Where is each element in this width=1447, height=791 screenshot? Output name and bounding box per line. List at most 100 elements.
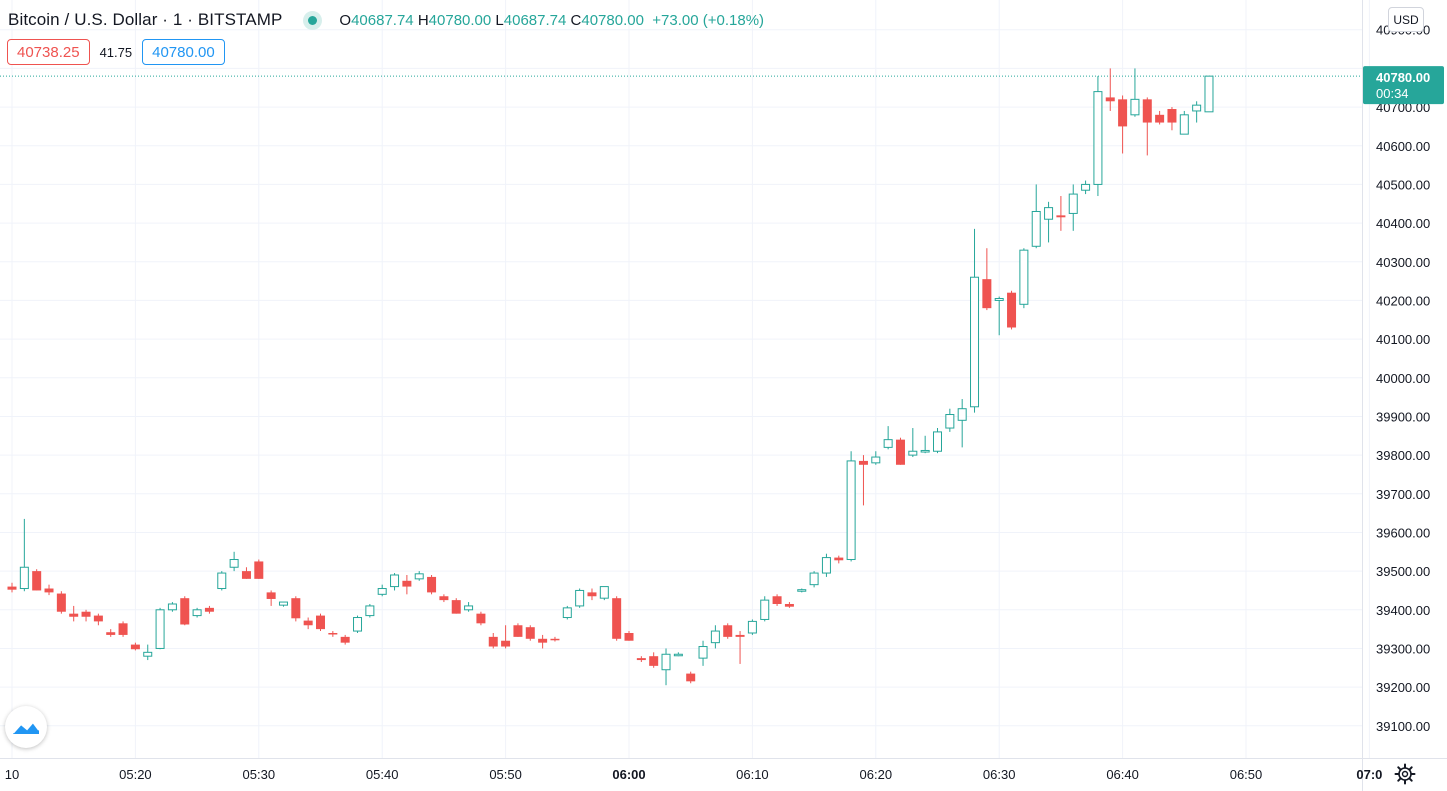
candle-body-down[interactable] — [32, 571, 42, 591]
candle-body-up[interactable] — [192, 609, 202, 617]
candle-body-up[interactable] — [747, 620, 757, 634]
candle-body-up[interactable] — [575, 589, 585, 607]
candle-body-down[interactable] — [81, 611, 91, 617]
candle-body-down[interactable] — [56, 593, 66, 612]
candle-body-down[interactable] — [513, 625, 523, 637]
candle-body-down[interactable] — [1007, 292, 1017, 328]
candle-body-down[interactable] — [1155, 114, 1165, 123]
candle-body-down[interactable] — [612, 598, 622, 639]
candle-body-up[interactable] — [970, 276, 980, 408]
candle-body-up[interactable] — [1019, 249, 1029, 305]
candle-body-up[interactable] — [994, 297, 1004, 301]
sell-price-button[interactable]: 40738.25 — [7, 39, 90, 65]
candle-body-up[interactable] — [698, 646, 708, 659]
candle-body-up[interactable] — [599, 586, 609, 599]
candle-body-up[interactable] — [19, 566, 29, 590]
candle-body-down[interactable] — [1118, 99, 1128, 127]
candle-body-up[interactable] — [871, 456, 881, 464]
candle-body-down[interactable] — [784, 603, 794, 607]
candle-body-up[interactable] — [821, 557, 831, 574]
candle-body-down[interactable] — [1167, 109, 1177, 123]
candle-body-up[interactable] — [143, 651, 153, 657]
currency-button[interactable]: USD — [1388, 7, 1424, 32]
candle-body-up[interactable] — [933, 431, 942, 452]
candle-body-down[interactable] — [451, 600, 461, 614]
candle-body-up[interactable] — [809, 572, 819, 586]
candle-body-up[interactable] — [908, 450, 918, 456]
candle-body-up[interactable] — [673, 653, 683, 657]
candle-body-down[interactable] — [340, 636, 350, 643]
candle-body-up[interactable] — [365, 605, 375, 617]
candle-body-down[interactable] — [982, 279, 992, 309]
candle-body-down[interactable] — [772, 596, 782, 604]
candle-body-up[interactable] — [229, 559, 239, 568]
candle-body-up[interactable] — [846, 460, 856, 561]
candle-body-down[interactable] — [858, 460, 868, 465]
candle-body-up[interactable] — [353, 617, 363, 632]
candle-body-down[interactable] — [649, 656, 659, 666]
candle-body-down[interactable] — [7, 586, 17, 590]
candle-body-down[interactable] — [686, 673, 696, 682]
candle-body-up[interactable] — [1130, 98, 1140, 116]
candle-body-down[interactable] — [427, 576, 437, 593]
symbol-title[interactable]: Bitcoin / U.S. Dollar · 1 · BITSTAMP — [8, 10, 283, 29]
candle-body-down[interactable] — [525, 627, 535, 639]
candle-body-down[interactable] — [180, 598, 190, 625]
candle-body-down[interactable] — [1056, 215, 1066, 218]
candle-body-up[interactable] — [1068, 193, 1078, 214]
candle-body-up[interactable] — [167, 603, 177, 611]
candle-body-down[interactable] — [439, 596, 449, 601]
candle-body-up[interactable] — [414, 573, 424, 580]
candle-body-up[interactable] — [797, 589, 807, 592]
candle-body-up[interactable] — [920, 449, 930, 453]
candle-body-down[interactable] — [636, 658, 646, 661]
candle-body-down[interactable] — [895, 439, 905, 465]
candle-body-down[interactable] — [735, 634, 745, 637]
candle-body-up[interactable] — [760, 599, 770, 620]
candle-body-down[interactable] — [118, 623, 128, 635]
candle-body-up[interactable] — [1179, 114, 1189, 135]
candle-body-down[interactable] — [316, 615, 325, 630]
buy-price-button[interactable]: 40780.00 — [142, 39, 225, 65]
candle-body-down[interactable] — [476, 613, 486, 624]
candle-body-down[interactable] — [130, 644, 140, 650]
candle-body-down[interactable] — [723, 625, 733, 637]
tradingview-logo-icon[interactable] — [5, 706, 47, 748]
candle-body-down[interactable] — [1142, 99, 1152, 123]
candle-body-down[interactable] — [93, 615, 103, 622]
candle-body-down[interactable] — [241, 571, 251, 579]
candle-body-down[interactable] — [291, 598, 301, 619]
candle-body-up[interactable] — [217, 572, 227, 590]
candle-body-down[interactable] — [266, 592, 276, 599]
candle-body-up[interactable] — [1031, 210, 1041, 247]
candle-body-down[interactable] — [69, 613, 79, 617]
candle-body-up[interactable] — [464, 605, 474, 611]
candle-body-up[interactable] — [390, 574, 400, 588]
candle-body-down[interactable] — [328, 632, 338, 635]
candle-body-up[interactable] — [1204, 75, 1214, 113]
candle-body-up[interactable] — [1192, 104, 1202, 112]
candle-body-up[interactable] — [377, 588, 387, 595]
candle-body-down[interactable] — [402, 580, 412, 587]
candle-body-down[interactable] — [501, 640, 511, 647]
candle-body-down[interactable] — [538, 638, 548, 643]
candle-body-up[interactable] — [945, 414, 955, 429]
candle-body-down[interactable] — [204, 607, 214, 612]
candle-body-up[interactable] — [661, 653, 671, 671]
candle-body-down[interactable] — [1105, 97, 1115, 102]
candle-body-down[interactable] — [587, 592, 597, 597]
candle-body-down[interactable] — [106, 632, 116, 635]
candle-body-up[interactable] — [710, 630, 720, 644]
candle-body-up[interactable] — [278, 601, 288, 606]
gear-icon[interactable] — [1393, 762, 1417, 786]
candle-body-up[interactable] — [1093, 91, 1103, 185]
candle-body-down[interactable] — [550, 638, 560, 641]
candle-body-down[interactable] — [488, 636, 498, 647]
candle-body-down[interactable] — [303, 620, 313, 626]
candle-body-down[interactable] — [254, 561, 264, 579]
candle-body-up[interactable] — [883, 439, 893, 448]
candle-body-up[interactable] — [562, 607, 572, 619]
candle-body-down[interactable] — [624, 632, 634, 641]
candle-body-up[interactable] — [155, 609, 165, 649]
